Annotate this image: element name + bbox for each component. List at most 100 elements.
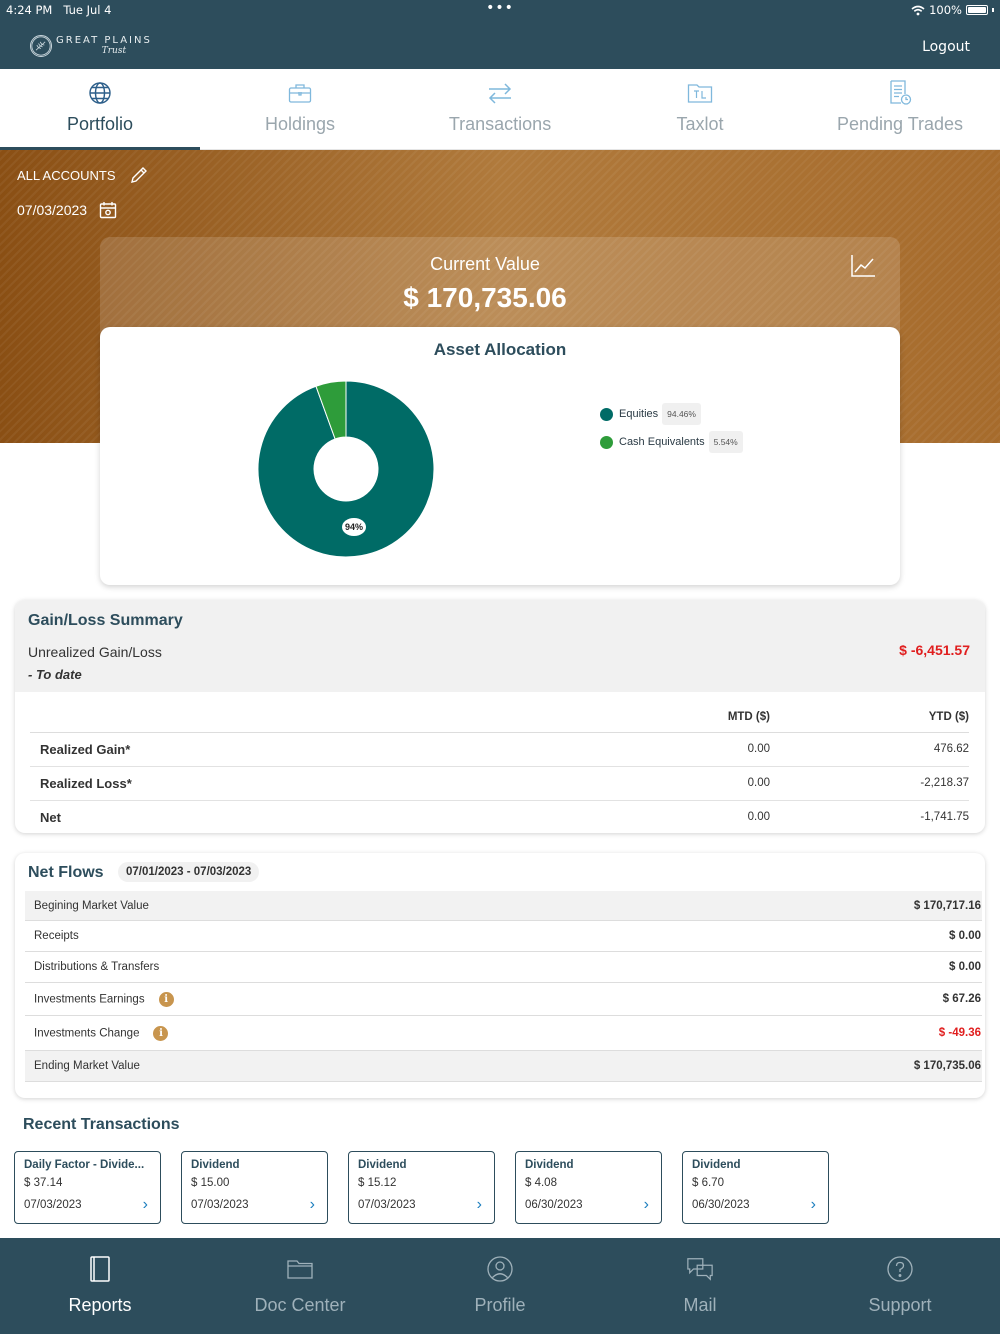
net-flow-row: Investments Change i $ -49.36 (25, 1016, 982, 1051)
gain-loss-header: Gain/Loss Summary Unrealized Gain/Loss -… (15, 600, 985, 692)
net-flows-date-range: 07/01/2023 - 07/03/2023 (118, 862, 260, 882)
tab-pending-trades[interactable]: Pending Trades (800, 69, 1000, 150)
swap-arrows-icon (488, 83, 512, 104)
net-flow-value: $ 0.00 (949, 930, 981, 942)
transaction-card[interactable]: Dividend $ 15.12 07/03/2023 › (348, 1151, 495, 1224)
nav-support[interactable]: Support (800, 1238, 1000, 1334)
transaction-date: 07/03/2023 (358, 1199, 416, 1211)
nav-profile[interactable]: Profile (400, 1238, 600, 1334)
donut-slice-cash[interactable] (315, 380, 347, 440)
status-right: 100% (911, 3, 994, 17)
asset-allocation-title: Asset Allocation (433, 340, 567, 359)
col-header-blank (30, 702, 670, 733)
taxlot-folder-icon (687, 84, 713, 103)
transaction-type: Dividend (692, 1159, 741, 1171)
net-flows-rows: Begining Market Value $ 170,717.16 Receipt… (25, 891, 982, 1082)
col-header-ytd: YTD ($) (770, 702, 969, 733)
net-flow-label-text: Investments Earnings (34, 993, 145, 1006)
row-mtd: 0.00 (670, 766, 770, 801)
table-row: Realized Gain* 0.00 476.62 (30, 732, 969, 767)
tab-portfolio[interactable]: Portfolio (0, 69, 200, 150)
brand-sub: Trust (101, 46, 127, 56)
net-flow-value: $ 67.26 (942, 993, 981, 1005)
multitask-dots-icon[interactable]: ••• (486, 0, 514, 16)
net-flow-value: $ -49.36 (938, 1027, 981, 1039)
transaction-type: Dividend (358, 1159, 407, 1171)
row-mtd: 0.00 (670, 732, 770, 767)
tab-transactions[interactable]: Transactions (400, 69, 600, 150)
net-flows-card: Net Flows 07/01/2023 - 07/03/2023 Begini… (15, 853, 985, 1098)
legend-pct-cash: 5.54% (708, 431, 743, 453)
transaction-type: Dividend (525, 1159, 574, 1171)
transaction-date: 06/30/2023 (692, 1199, 750, 1211)
nav-reports[interactable]: Reports (0, 1238, 200, 1334)
document-clock-icon (890, 80, 912, 105)
info-icon[interactable]: i (158, 991, 174, 1007)
as-of-date: 07/03/2023 (17, 202, 88, 218)
logout-button[interactable]: Logout (922, 39, 970, 55)
row-ytd: -2,218.37 (770, 766, 969, 801)
legend-swatch-equities (600, 407, 613, 421)
transaction-date: 07/03/2023 (24, 1199, 82, 1211)
current-value-card: Current Value $ 170,735.06 (100, 237, 900, 337)
donut-slice-label-text: 94% (345, 522, 363, 532)
info-icon[interactable]: i (153, 1025, 169, 1041)
donut-slice-label: 94% (342, 518, 366, 536)
donut-slice-equities[interactable] (257, 380, 435, 558)
net-flow-label: Distributions & Transfers (34, 961, 159, 973)
net-flow-label-text: Receipts (34, 930, 79, 942)
calendar-icon[interactable] (99, 201, 117, 219)
transaction-card[interactable]: Daily Factor - Divide... $ 37.14 07/03/202… (14, 1151, 161, 1224)
legend-item-equities: Equities 94.46% (600, 403, 743, 425)
transaction-card[interactable]: Dividend $ 4.08 06/30/2023 › (515, 1151, 662, 1224)
chevron-right-icon: › (643, 1196, 649, 1213)
to-date-label: - To date (28, 667, 82, 682)
table-row: Net 0.00 -1,741.75 (30, 800, 969, 833)
net-flow-label: Begining Market Value (34, 900, 149, 912)
brand-name: GREAT PLAINS (56, 35, 152, 46)
brand-logo: GREAT PLAINS Trust (30, 35, 152, 57)
app-header: 4:24 PM Tue Jul 4 ••• 100% GREAT PLAINS T… (0, 0, 1000, 69)
net-flow-value: $ 170,717.16 (913, 899, 981, 912)
row-mtd: 0.00 (747, 811, 770, 824)
transaction-card[interactable]: Dividend $ 6.70 06/30/2023 › (682, 1151, 829, 1224)
net-flow-label-text: Ending Market Value (34, 1060, 140, 1072)
legend-pct-equities: 94.46% (662, 403, 701, 425)
net-flow-row: Distributions & Transfers $ 0.00 (25, 952, 982, 983)
transaction-amount: $ 15.12 (358, 1177, 397, 1189)
globe-icon (89, 82, 111, 104)
wheat-logo-icon (30, 35, 52, 57)
tab-taxlot[interactable]: Taxlot (600, 69, 800, 150)
wifi-icon (911, 5, 925, 15)
nav-doc-center[interactable]: Doc Center (200, 1238, 400, 1334)
nav-mail[interactable]: Mail (600, 1238, 800, 1334)
row-label: Realized Loss* (30, 766, 670, 801)
chevron-right-icon: › (476, 1196, 482, 1213)
net-flow-row: Ending Market Value $ 170,735.06 (25, 1051, 982, 1082)
recent-transactions-title: Recent Transactions (23, 1116, 180, 1133)
col-header-mtd: MTD ($) (670, 702, 770, 733)
status-bar: 4:24 PM Tue Jul 4 ••• 100% (6, 0, 994, 19)
gain-loss-summary-card: Gain/Loss Summary Unrealized Gain/Loss -… (15, 600, 985, 833)
date-selector[interactable]: 07/03/2023 (17, 201, 117, 219)
net-flow-label-text: Begining Market Value (34, 899, 149, 912)
chevron-right-icon: › (810, 1196, 816, 1213)
unrealized-label: Unrealized Gain/Loss (28, 644, 162, 660)
transaction-date: 07/03/2023 (191, 1199, 249, 1211)
asset-allocation-donut-chart: 94% (257, 380, 435, 558)
account-selector[interactable]: ALL ACCOUNTS (17, 166, 148, 184)
row-label: Realized Gain* (30, 732, 670, 767)
line-chart-icon[interactable] (850, 254, 876, 278)
legend-label-cash: Cash Equivalents (619, 436, 705, 448)
pencil-edit-icon[interactable] (130, 166, 148, 184)
transaction-date: 06/30/2023 (525, 1199, 583, 1211)
user-circle-icon (487, 1256, 513, 1282)
battery-icon (966, 5, 988, 15)
chat-bubbles-icon (687, 1258, 713, 1281)
help-circle-icon (887, 1256, 913, 1282)
battery-percent: 100% (929, 3, 962, 17)
legend-swatch-cash (600, 435, 613, 449)
briefcase-icon (288, 84, 312, 103)
tab-holdings[interactable]: Holdings (200, 69, 400, 150)
transaction-card[interactable]: Dividend $ 15.00 07/03/2023 › (181, 1151, 328, 1224)
